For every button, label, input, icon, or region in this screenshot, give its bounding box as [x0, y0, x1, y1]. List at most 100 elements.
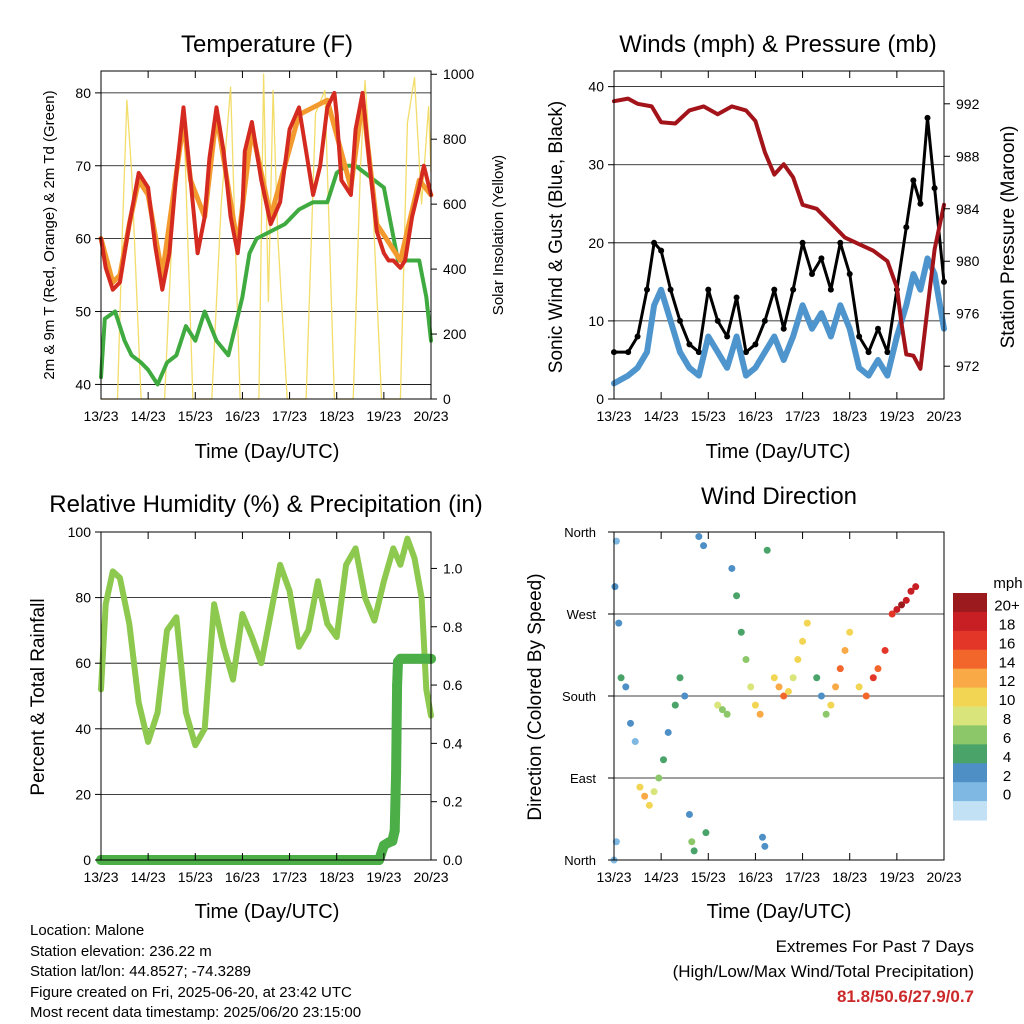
- direction-point: [728, 564, 736, 572]
- y2-tick-label: 0: [443, 391, 451, 407]
- y-tick-label: 20: [588, 235, 604, 251]
- direction-point: [813, 674, 821, 682]
- direction-point: [742, 656, 750, 664]
- x-tick-label: 18/23: [319, 869, 354, 885]
- x-tick-label: 19/23: [879, 408, 914, 424]
- direction-point: [789, 674, 797, 682]
- temperature-x-axis-label: Time (Day/UTC): [195, 441, 340, 463]
- y2-tick-label: 0.0: [443, 852, 463, 868]
- direction-point: [770, 674, 778, 682]
- precipitation-line: [96, 653, 436, 865]
- temperature-2m-line: [99, 90, 433, 292]
- direction-point: [636, 783, 644, 791]
- y2-tick-label: 800: [443, 131, 467, 147]
- y-tick-label: East: [570, 771, 596, 786]
- x-tick-label: 16/23: [225, 869, 260, 885]
- x-tick-label: 20/23: [413, 408, 448, 424]
- legend-swatch: [953, 649, 987, 670]
- x-tick-label: 16/23: [738, 869, 773, 885]
- legend-label: 16: [999, 635, 1016, 652]
- y-tick-label: 50: [75, 304, 91, 320]
- direction-point: [841, 646, 849, 654]
- legend-swatch: [953, 763, 987, 783]
- gust-line: [612, 116, 946, 354]
- legend-label: 0: [1003, 787, 1011, 804]
- temperature-plot-frame: [100, 70, 432, 400]
- y2-tick-label: 600: [443, 196, 467, 212]
- direction-point: [650, 788, 658, 796]
- y2-tick-label: 1000: [443, 66, 474, 82]
- dewpoint-2m-line: [99, 163, 433, 387]
- direction-point: [645, 801, 653, 809]
- x-tick-label: 16/23: [225, 408, 260, 424]
- direction-point: [611, 583, 619, 591]
- humidity-x-axis-label: Time (Day/UTC): [195, 901, 340, 923]
- direction-point: [855, 683, 863, 691]
- direction-point: [832, 683, 840, 691]
- direction-point: [751, 701, 759, 709]
- direction-point: [907, 587, 915, 595]
- direction-point: [617, 674, 625, 682]
- station-location: Location: Malone: [30, 922, 145, 939]
- x-tick-label: 14/23: [131, 408, 166, 424]
- legend-swatch: [953, 630, 987, 651]
- direction-point: [846, 628, 854, 636]
- humidity-panel: Relative Humidity (%) & Precipitation (i…: [28, 491, 483, 923]
- x-tick-label: 15/23: [691, 869, 726, 885]
- x-tick-label: 13/23: [83, 408, 118, 424]
- direction-point: [881, 646, 889, 654]
- direction-point: [747, 683, 755, 691]
- y2-tick-label: 980: [956, 253, 980, 269]
- direction-point: [627, 719, 634, 727]
- y-tick-label: 40: [75, 376, 91, 392]
- y-tick-label: North: [564, 525, 596, 540]
- y-tick-label: 60: [75, 231, 91, 247]
- speed-legend-title: mph: [993, 575, 1022, 592]
- direction-point: [612, 838, 620, 846]
- x-tick-label: 20/23: [926, 408, 961, 424]
- x-tick-label: 18/23: [832, 869, 867, 885]
- legend-label: 10: [999, 692, 1016, 709]
- legend-swatch: [953, 611, 987, 632]
- y-tick-label: 80: [75, 85, 91, 101]
- x-tick-label: 15/23: [178, 869, 213, 885]
- y2-tick-label: 976: [956, 306, 980, 322]
- legend-label: 18: [999, 616, 1016, 633]
- direction-point: [671, 701, 679, 709]
- precipitation-point: [389, 825, 400, 836]
- direction-point: [822, 710, 830, 718]
- direction-point: [794, 656, 802, 664]
- direction-point: [761, 842, 769, 850]
- y-tick-label: 20: [75, 786, 91, 802]
- winds-panel: Winds (mph) & Pressure (mb) 0 10 20 30 40 97…: [546, 31, 1019, 463]
- winds-y-axis-label: Sonic Wind & Gust (Blue, Black): [546, 101, 567, 373]
- extremes-values: 81.8/50.6/27.9/0.7: [836, 987, 974, 1006]
- station-info: Location: Malone Station elevation: 236.…: [30, 921, 361, 1024]
- solar-y-axis-label: Solar Insolation (Yellow): [490, 155, 507, 315]
- direction-point: [718, 706, 726, 714]
- y-tick-label: North: [564, 853, 596, 868]
- y2-tick-label: 992: [956, 96, 980, 112]
- y2-tick-label: 0.4: [443, 735, 463, 751]
- direction-x-axis-label: Time (Day/UTC): [707, 901, 852, 923]
- direction-point: [803, 619, 811, 627]
- direction-point: [759, 833, 766, 841]
- x-tick-label: 20/23: [926, 869, 961, 885]
- temperature-y-axis-label: 2m & 9m T (Red, Orange) & 2m Td (Green): [41, 90, 58, 379]
- precipitation-point: [391, 767, 402, 778]
- solar-insolation-line: [100, 73, 432, 400]
- humidity-y-axis-label: Percent & Total Rainfall: [28, 598, 49, 795]
- direction-title: Wind Direction: [701, 483, 857, 510]
- direction-point: [756, 710, 764, 718]
- direction-point: [660, 756, 667, 764]
- direction-point: [681, 692, 689, 700]
- y-tick-label: 30: [588, 157, 604, 173]
- direction-point: [615, 619, 623, 627]
- legend-swatch: [953, 687, 987, 707]
- legend-label: 8: [1003, 711, 1011, 728]
- x-tick-label: 18/23: [832, 408, 867, 424]
- direction-point: [902, 596, 910, 604]
- y-tick-label: 80: [75, 590, 91, 606]
- direction-point: [869, 674, 877, 682]
- temperature-panel: Temperature (F) 40 50 60 70 80 0 200 400 600 800…: [41, 31, 507, 463]
